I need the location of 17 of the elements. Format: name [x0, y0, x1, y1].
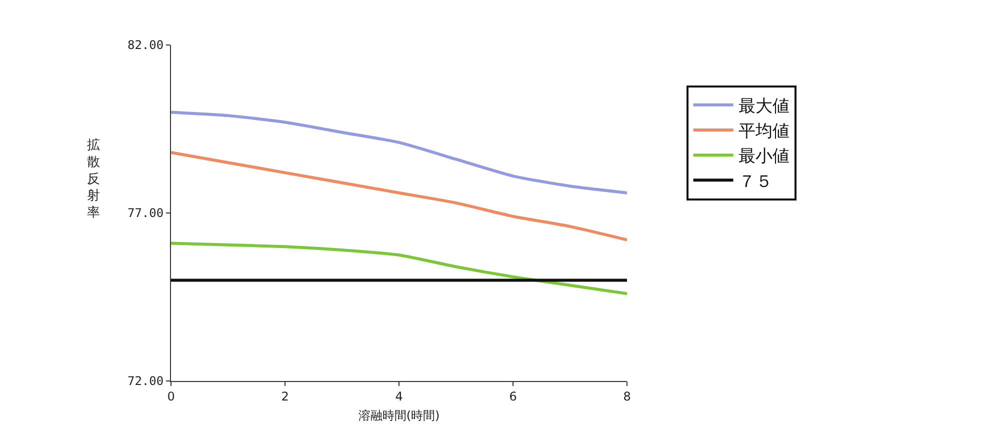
line-series: [171, 110, 627, 194]
x-axis-title: 溶融時間(時間): [358, 408, 440, 422]
legend-label: 最小値: [738, 146, 790, 167]
x-tick-label: 4: [395, 389, 403, 404]
y-tick-label: 82.00: [127, 38, 164, 52]
x-tick-label: 0: [167, 389, 175, 404]
line-series: [171, 151, 627, 242]
x-tick-label: 2: [281, 389, 289, 404]
x-tick-label: 8: [623, 389, 631, 404]
x-tick-label: 6: [509, 389, 517, 404]
y-tick-label: 72.00: [127, 374, 164, 388]
line-series: [171, 242, 627, 296]
y-axis-title: 拡散反射率: [87, 138, 100, 221]
legend-label: 最大値: [738, 96, 790, 116]
legend-label: 平均値: [738, 122, 790, 142]
y-tick-label: 77.00: [127, 206, 164, 220]
legend-label: ７５: [738, 172, 772, 192]
